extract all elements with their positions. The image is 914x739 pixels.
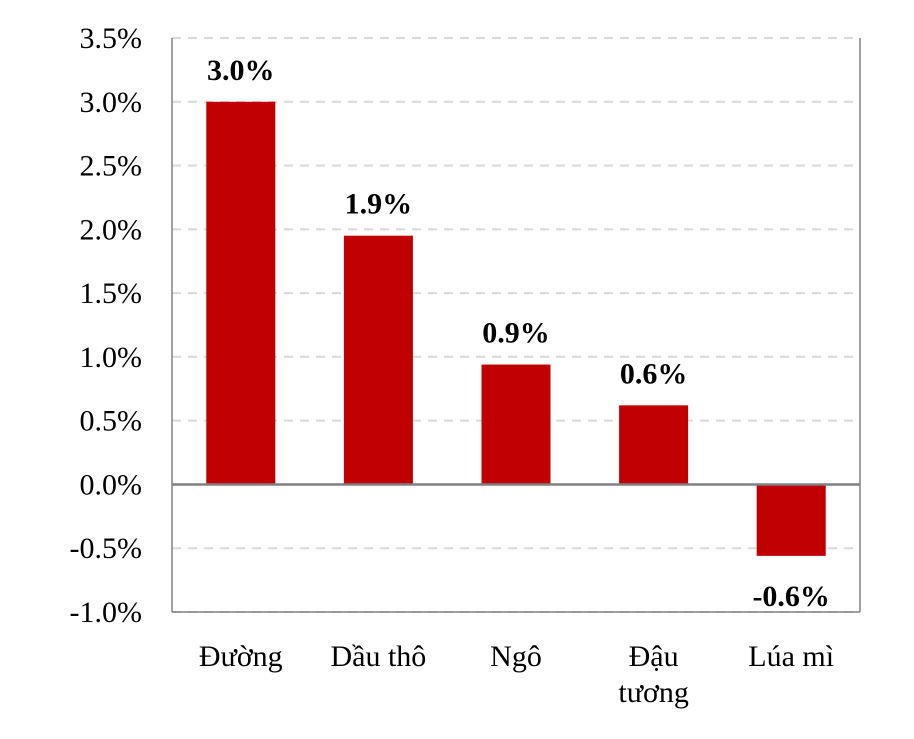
x-category-label: Ngô: [490, 640, 542, 673]
y-tick-label: 1.0%: [80, 341, 143, 374]
x-category-label: Dầu thô: [330, 640, 426, 673]
data-labels: 3.0% 1.9% 0.9% 0.6% -0.6%: [207, 54, 830, 613]
y-axis-ticks: 3.5% 3.0% 2.5% 2.0% 1.5% 1.0% 0.5% 0.0% -0.5% -1.…: [70, 22, 142, 629]
bar-2: [481, 364, 551, 485]
x-category-label: Lúa mì: [748, 640, 834, 673]
bar-4: [756, 484, 826, 556]
y-tick-label: 3.5%: [80, 22, 143, 55]
bar-0: [206, 101, 276, 485]
bars: [206, 101, 826, 556]
y-tick-label: 0.5%: [80, 405, 143, 438]
y-tick-label: 0.0%: [80, 468, 143, 501]
data-label: -0.6%: [752, 580, 830, 613]
y-tick-label: 2.5%: [80, 150, 143, 183]
data-label: 1.9%: [345, 188, 413, 221]
x-category-label: Đường: [199, 640, 283, 673]
data-label: 3.0%: [207, 54, 275, 87]
y-tick-label: -0.5%: [70, 532, 142, 565]
y-tick-label: 1.5%: [80, 277, 143, 310]
axes: [171, 38, 861, 613]
bar-3: [619, 405, 689, 485]
x-category-label: tương: [618, 676, 688, 709]
data-label: 0.6%: [620, 357, 688, 390]
data-label: 0.9%: [482, 317, 550, 350]
y-tick-label: -1.0%: [70, 596, 142, 629]
x-category-label: Đậu: [629, 640, 679, 673]
y-tick-label: 3.0%: [80, 86, 143, 119]
y-tick-label: 2.0%: [80, 213, 143, 246]
bar-1: [343, 235, 413, 485]
